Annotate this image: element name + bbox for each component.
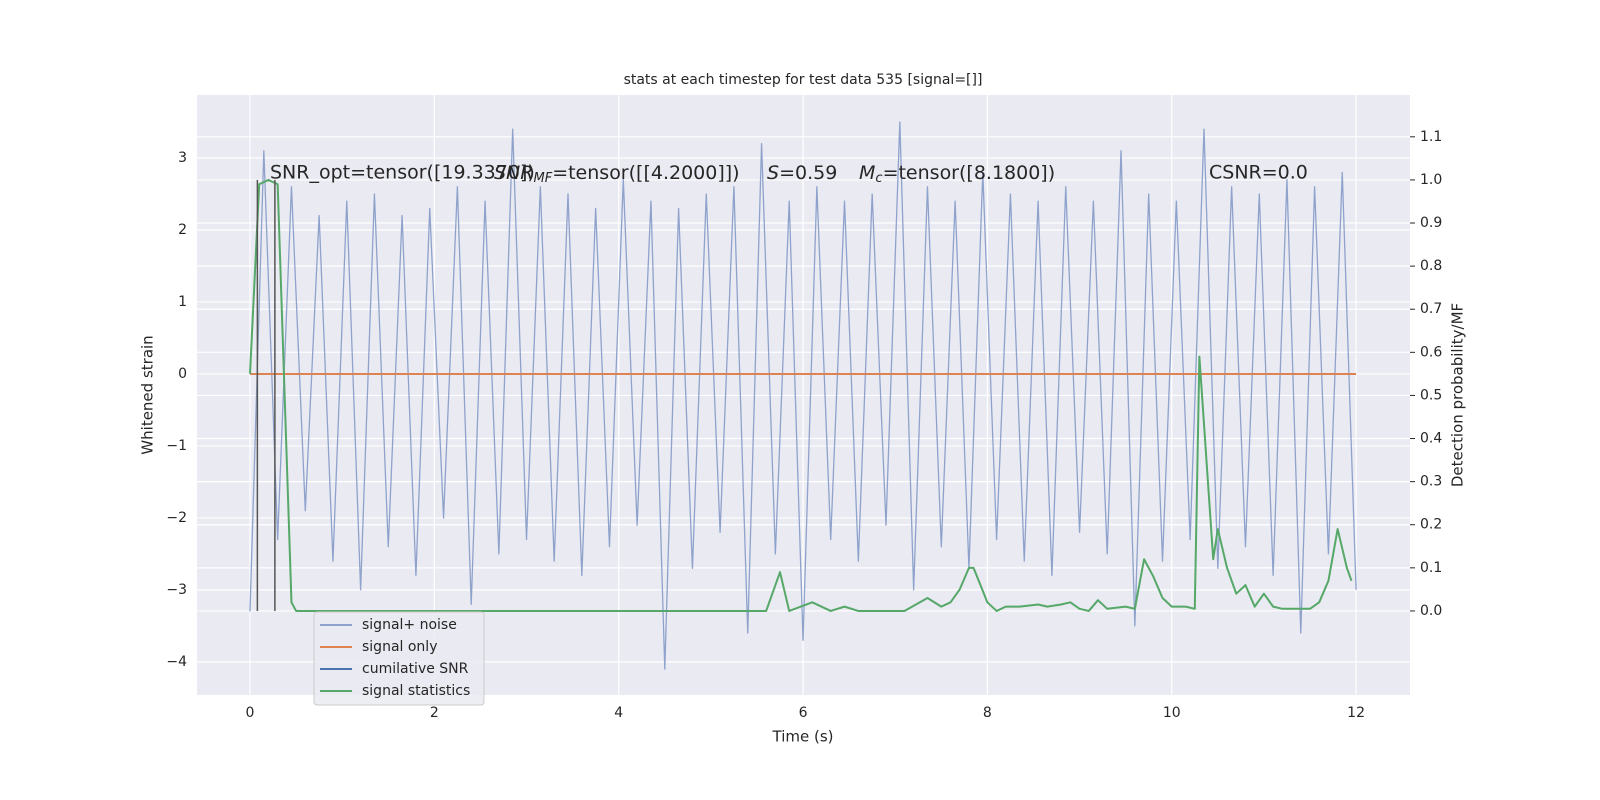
y2-tick-label: 0.5 — [1420, 387, 1442, 403]
annotation: S=0.59 — [767, 162, 837, 184]
y2-tick-label: 0.6 — [1420, 344, 1442, 360]
legend-label: signal+ noise — [362, 617, 457, 633]
x-tick-label: 12 — [1347, 705, 1365, 721]
series-line — [249, 121, 1357, 670]
annotation-sub: MF — [533, 171, 552, 186]
y-tick-label: 2 — [178, 222, 187, 238]
x-tick-label: 0 — [246, 705, 255, 721]
y2-tick-label: 0.8 — [1420, 258, 1442, 274]
x-tick-label: 8 — [983, 705, 992, 721]
y-tick-label: 1 — [178, 294, 187, 310]
x-axis-label: Time (s) — [772, 728, 834, 746]
y2-tick-label: 0.9 — [1420, 215, 1442, 231]
y2-tick-label: 1.0 — [1420, 172, 1442, 188]
y2-tick-label: 1.1 — [1420, 129, 1442, 145]
x-tick-label: 6 — [799, 705, 808, 721]
legend-label: signal statistics — [362, 683, 470, 699]
legend-label: signal only — [362, 639, 437, 655]
annotation: CSNR=0.0 — [1209, 162, 1308, 184]
annotation: Mc=tensor([8.1800]) — [859, 162, 1055, 186]
annotation-base: S — [767, 162, 779, 184]
x-tick-label: 2 — [430, 705, 439, 721]
annotation-rest: =tensor([8.1800]) — [883, 162, 1056, 184]
annotation-base: M — [859, 162, 875, 184]
chart-title: stats at each timestep for test data 535… — [624, 72, 983, 88]
y-tick-label: −1 — [166, 438, 187, 454]
y2-axis-label: Detection probability/MF — [1449, 303, 1467, 487]
y-tick-label: −4 — [166, 654, 187, 670]
y-axis-label: Whitened strain — [139, 335, 157, 454]
legend-label: cumilative SNR — [362, 661, 469, 677]
y-tick-label: 3 — [178, 150, 187, 166]
y-tick-label: 0 — [178, 366, 187, 382]
y2-tick-label: 0.0 — [1420, 603, 1442, 619]
y2-tick-label: 0.2 — [1420, 517, 1442, 533]
y2-tick-label: 0.3 — [1420, 474, 1442, 490]
y-tick-label: −2 — [166, 510, 187, 526]
series-line — [249, 178, 1353, 612]
y2-tick-label: 0.7 — [1420, 301, 1442, 317]
legend-box — [313, 611, 485, 706]
y2-tick-label: 0.4 — [1420, 431, 1442, 447]
x-tick-label: 10 — [1163, 705, 1181, 721]
y-tick-label: −3 — [166, 582, 187, 598]
annotation-sub: c — [875, 171, 882, 186]
y2-tick-label: 0.1 — [1420, 560, 1442, 576]
annotation-base: SNR — [494, 162, 533, 184]
annotation: SNRMF=tensor([[4.2000]]) — [494, 162, 740, 186]
x-tick-label: 4 — [614, 705, 623, 721]
annotation-rest: =0.59 — [779, 162, 837, 184]
annotation-rest: =tensor([[4.2000]]) — [552, 162, 739, 184]
annotation: SNR_opt=tensor([19.3370]) — [270, 162, 535, 184]
